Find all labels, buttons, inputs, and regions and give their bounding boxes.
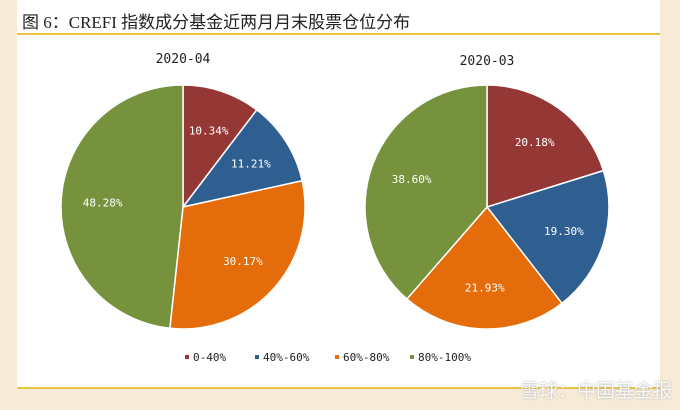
legend-label: 40%-60% <box>263 351 310 364</box>
legend-swatch <box>255 355 259 359</box>
pie-slice <box>182 84 258 210</box>
pie-slice <box>169 179 306 330</box>
slice-label: 38.60% <box>392 173 432 186</box>
legend-swatch <box>185 355 189 359</box>
legend-label: 0-40% <box>193 351 226 364</box>
pie-slice <box>60 84 184 330</box>
slice-label: 30.17% <box>223 255 263 268</box>
figure-title: 图 6：CREFI 指数成分基金近两月月末股票仓位分布 <box>22 13 411 32</box>
pie-slice <box>405 205 563 330</box>
pie-slice <box>181 108 304 209</box>
legend-swatch <box>410 355 414 359</box>
pie-slice <box>485 169 610 305</box>
pie-title: 2020-04 <box>156 52 211 67</box>
pie-title: 2020-03 <box>460 54 515 69</box>
legend-swatch <box>335 355 339 359</box>
slice-label: 20.18% <box>515 136 555 149</box>
watermark: 雪球：中国基金报 <box>519 380 672 402</box>
legend-label: 60%-80% <box>343 351 390 364</box>
divider-bottom <box>17 387 660 389</box>
pie-slice <box>364 84 488 301</box>
slice-label: 19.30% <box>544 225 584 238</box>
slice-label: 11.21% <box>231 158 271 171</box>
slice-label: 48.28% <box>83 197 123 210</box>
slice-label: 21.93% <box>465 281 505 294</box>
divider-top <box>17 33 660 35</box>
legend-label: 80%-100% <box>418 351 471 364</box>
pie-slice <box>486 84 605 209</box>
slice-label: 10.34% <box>189 125 229 138</box>
